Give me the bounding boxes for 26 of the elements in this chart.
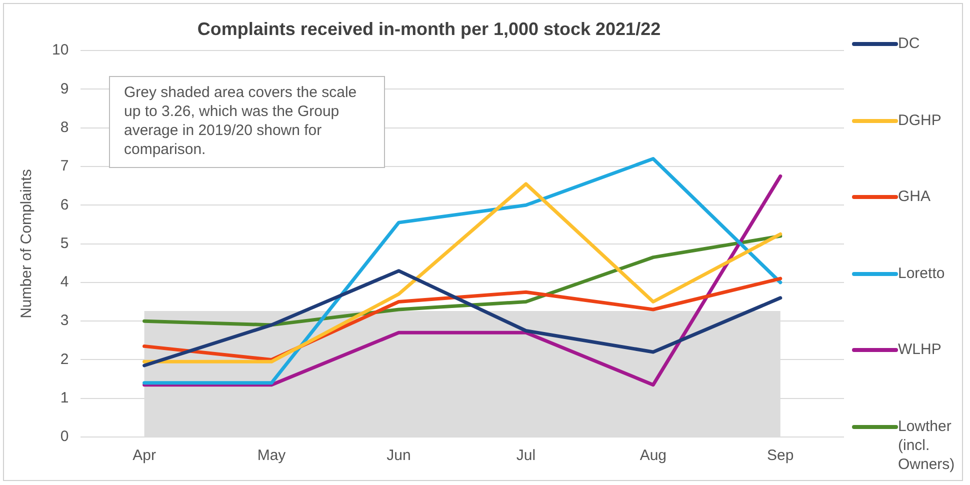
x-tick-label: Aug (640, 447, 667, 464)
y-tick-label: 6 (60, 196, 69, 214)
y-tick-label: 4 (60, 274, 69, 291)
x-tick-label: Apr (132, 447, 156, 464)
y-axis-title: Number of Complaints (18, 169, 36, 318)
y-tick-label: 10 (52, 42, 69, 59)
chart-title: Complaints received in-month per 1,000 stock 2021/22 (197, 18, 661, 39)
legend-label: WLHP (898, 340, 942, 360)
y-tick-label: 2 (60, 350, 69, 368)
legend-label: GHA (898, 187, 932, 206)
legend-label: DC (898, 34, 921, 53)
x-tick-label: Sep (767, 447, 794, 464)
y-tick-label: 1 (60, 390, 69, 406)
y-tick-label: 8 (60, 119, 69, 136)
legend-label: DGHP (898, 110, 942, 130)
y-tick-label: 0 (60, 428, 69, 446)
legend-label: Lowther (incl. Owners) (898, 416, 956, 474)
y-tick-label: 3 (60, 312, 69, 330)
x-tick-label: Jul (516, 447, 536, 464)
y-tick-label: 9 (60, 80, 69, 98)
y-tick-label: 7 (60, 158, 69, 175)
annotation: Grey shaded area covers the scale up to 3.26, which was the Group average in 2019/20 shown for comparison. (109, 76, 385, 168)
x-tick-label: May (257, 447, 286, 464)
y-tick-label: 5 (60, 234, 69, 252)
legend-label: Loretto (898, 264, 946, 283)
x-tick-label: Jun (386, 447, 411, 464)
